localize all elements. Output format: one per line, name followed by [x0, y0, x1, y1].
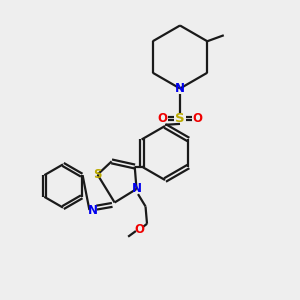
- Text: N: N: [175, 82, 185, 95]
- Text: O: O: [134, 223, 145, 236]
- Text: O: O: [158, 112, 168, 125]
- Text: S: S: [93, 168, 102, 181]
- Text: N: N: [131, 182, 142, 196]
- Text: N: N: [88, 203, 98, 217]
- Text: O: O: [192, 112, 203, 125]
- Text: S: S: [175, 112, 185, 125]
